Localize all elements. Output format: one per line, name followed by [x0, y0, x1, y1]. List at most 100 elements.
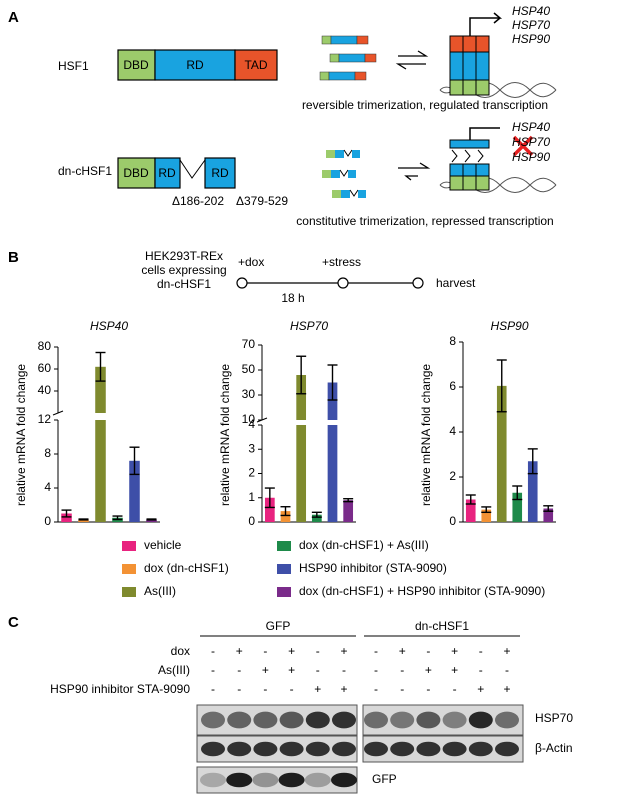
treatment-sign: +: [503, 682, 510, 696]
y-tick-label: 2: [449, 469, 456, 483]
cell-line: cells expressing: [141, 263, 226, 277]
y-tick-label: 0: [44, 514, 51, 528]
band: [201, 711, 225, 729]
blot: [362, 704, 524, 736]
error-bar: [311, 511, 322, 518]
error-bar: [512, 485, 523, 501]
band: [495, 741, 519, 757]
treatment-sign: -: [263, 644, 267, 658]
blot-label: HSP70: [535, 711, 573, 725]
y-tick-label: 10: [242, 412, 256, 426]
treatment-sign: -: [237, 663, 241, 677]
treatment-sign: -: [374, 644, 378, 658]
chart-title: HSP70: [290, 319, 328, 333]
error-bar: [543, 505, 554, 512]
chart-title: HSP90: [490, 319, 528, 333]
band: [253, 741, 278, 757]
band: [364, 741, 388, 757]
caption: reversible trimerization, regulated tran…: [302, 98, 548, 112]
treatment-sign: -: [374, 682, 378, 696]
domain: [154, 49, 236, 81]
bar: [327, 425, 338, 522]
y-tick-label: 8: [44, 446, 51, 460]
bar: [512, 492, 523, 522]
domain-label: RD: [186, 58, 204, 72]
band: [364, 711, 388, 729]
band: [253, 711, 278, 729]
treatment-sign: -: [290, 682, 294, 696]
row-label: As(III): [158, 663, 190, 677]
cell-line: dn-cHSF1: [157, 277, 211, 291]
treatment-sign: -: [211, 663, 215, 677]
bar: [543, 508, 554, 522]
deletion-link: [179, 159, 206, 179]
legend-label: dox (dn-cHSF1): [144, 561, 229, 575]
band: [495, 711, 519, 729]
treatment-sign: -: [505, 663, 509, 677]
band: [442, 711, 467, 729]
blot: [196, 735, 358, 763]
band: [279, 741, 304, 757]
gene-label: HSP90: [512, 150, 550, 164]
y-tick-label: 6: [449, 379, 456, 393]
treatment-sign: +: [399, 644, 406, 658]
y-tick-label: 0: [248, 514, 255, 528]
domain-label: RD: [211, 166, 229, 180]
row-label: HSP90 inhibitor STA-9090: [50, 682, 190, 696]
blot: [362, 735, 524, 763]
band: [227, 711, 252, 729]
legend-swatch: [277, 541, 291, 551]
band: [279, 711, 304, 729]
treatment-sign: +: [340, 644, 347, 658]
band: [304, 772, 331, 788]
y-axis-label: relative mRNA fold change: [218, 364, 232, 506]
treatment-sign: -: [479, 663, 483, 677]
treatment-sign: +: [340, 682, 347, 696]
treatment-sign: -: [400, 663, 404, 677]
legend-label: dox (dn-cHSF1) + HSP90 inhibitor (STA-90…: [299, 584, 545, 598]
error-bar: [95, 351, 106, 382]
treatment-sign: +: [262, 663, 269, 677]
bar: [296, 375, 307, 420]
error-bar: [327, 364, 338, 401]
bar: [296, 425, 307, 522]
legend-swatch: [277, 564, 291, 574]
panel-label: A: [8, 9, 19, 26]
blot: [196, 766, 358, 794]
treatment-sign: -: [400, 682, 404, 696]
band: [332, 741, 356, 757]
bar: [343, 500, 354, 522]
treatment-sign: +: [288, 644, 295, 658]
error-bar: [296, 355, 307, 395]
gene-label: HSP90: [512, 32, 550, 46]
error-bar: [129, 446, 140, 476]
treatment-sign: +: [451, 644, 458, 658]
band: [442, 741, 467, 757]
bar: [465, 499, 476, 522]
error-bar: [481, 506, 492, 514]
domain-label: DBD: [123, 58, 149, 72]
treatment-sign: -: [263, 682, 267, 696]
error-bar: [496, 359, 507, 413]
deletion-label: Δ186-202: [172, 194, 224, 208]
error-bar: [78, 518, 89, 521]
group-label: dn-cHSF1: [415, 619, 469, 633]
y-tick-label: 80: [38, 339, 52, 353]
panel-label: C: [8, 614, 19, 631]
y-tick-label: 0: [449, 514, 456, 528]
band: [390, 711, 415, 729]
treatment-sign: -: [342, 663, 346, 677]
equilibrium-arrows: [398, 162, 431, 181]
band: [201, 741, 225, 757]
y-tick-label: 70: [242, 337, 256, 351]
bar: [527, 461, 538, 522]
trimer-on-dna: [439, 127, 557, 193]
y-tick-label: 30: [242, 387, 256, 401]
treatment-sign: -: [374, 663, 378, 677]
bar: [481, 509, 492, 522]
timeline-step: harvest: [436, 276, 476, 290]
treatment-sign: +: [477, 682, 484, 696]
y-axis-label: relative mRNA fold change: [419, 364, 433, 506]
treatment-sign: -: [316, 644, 320, 658]
